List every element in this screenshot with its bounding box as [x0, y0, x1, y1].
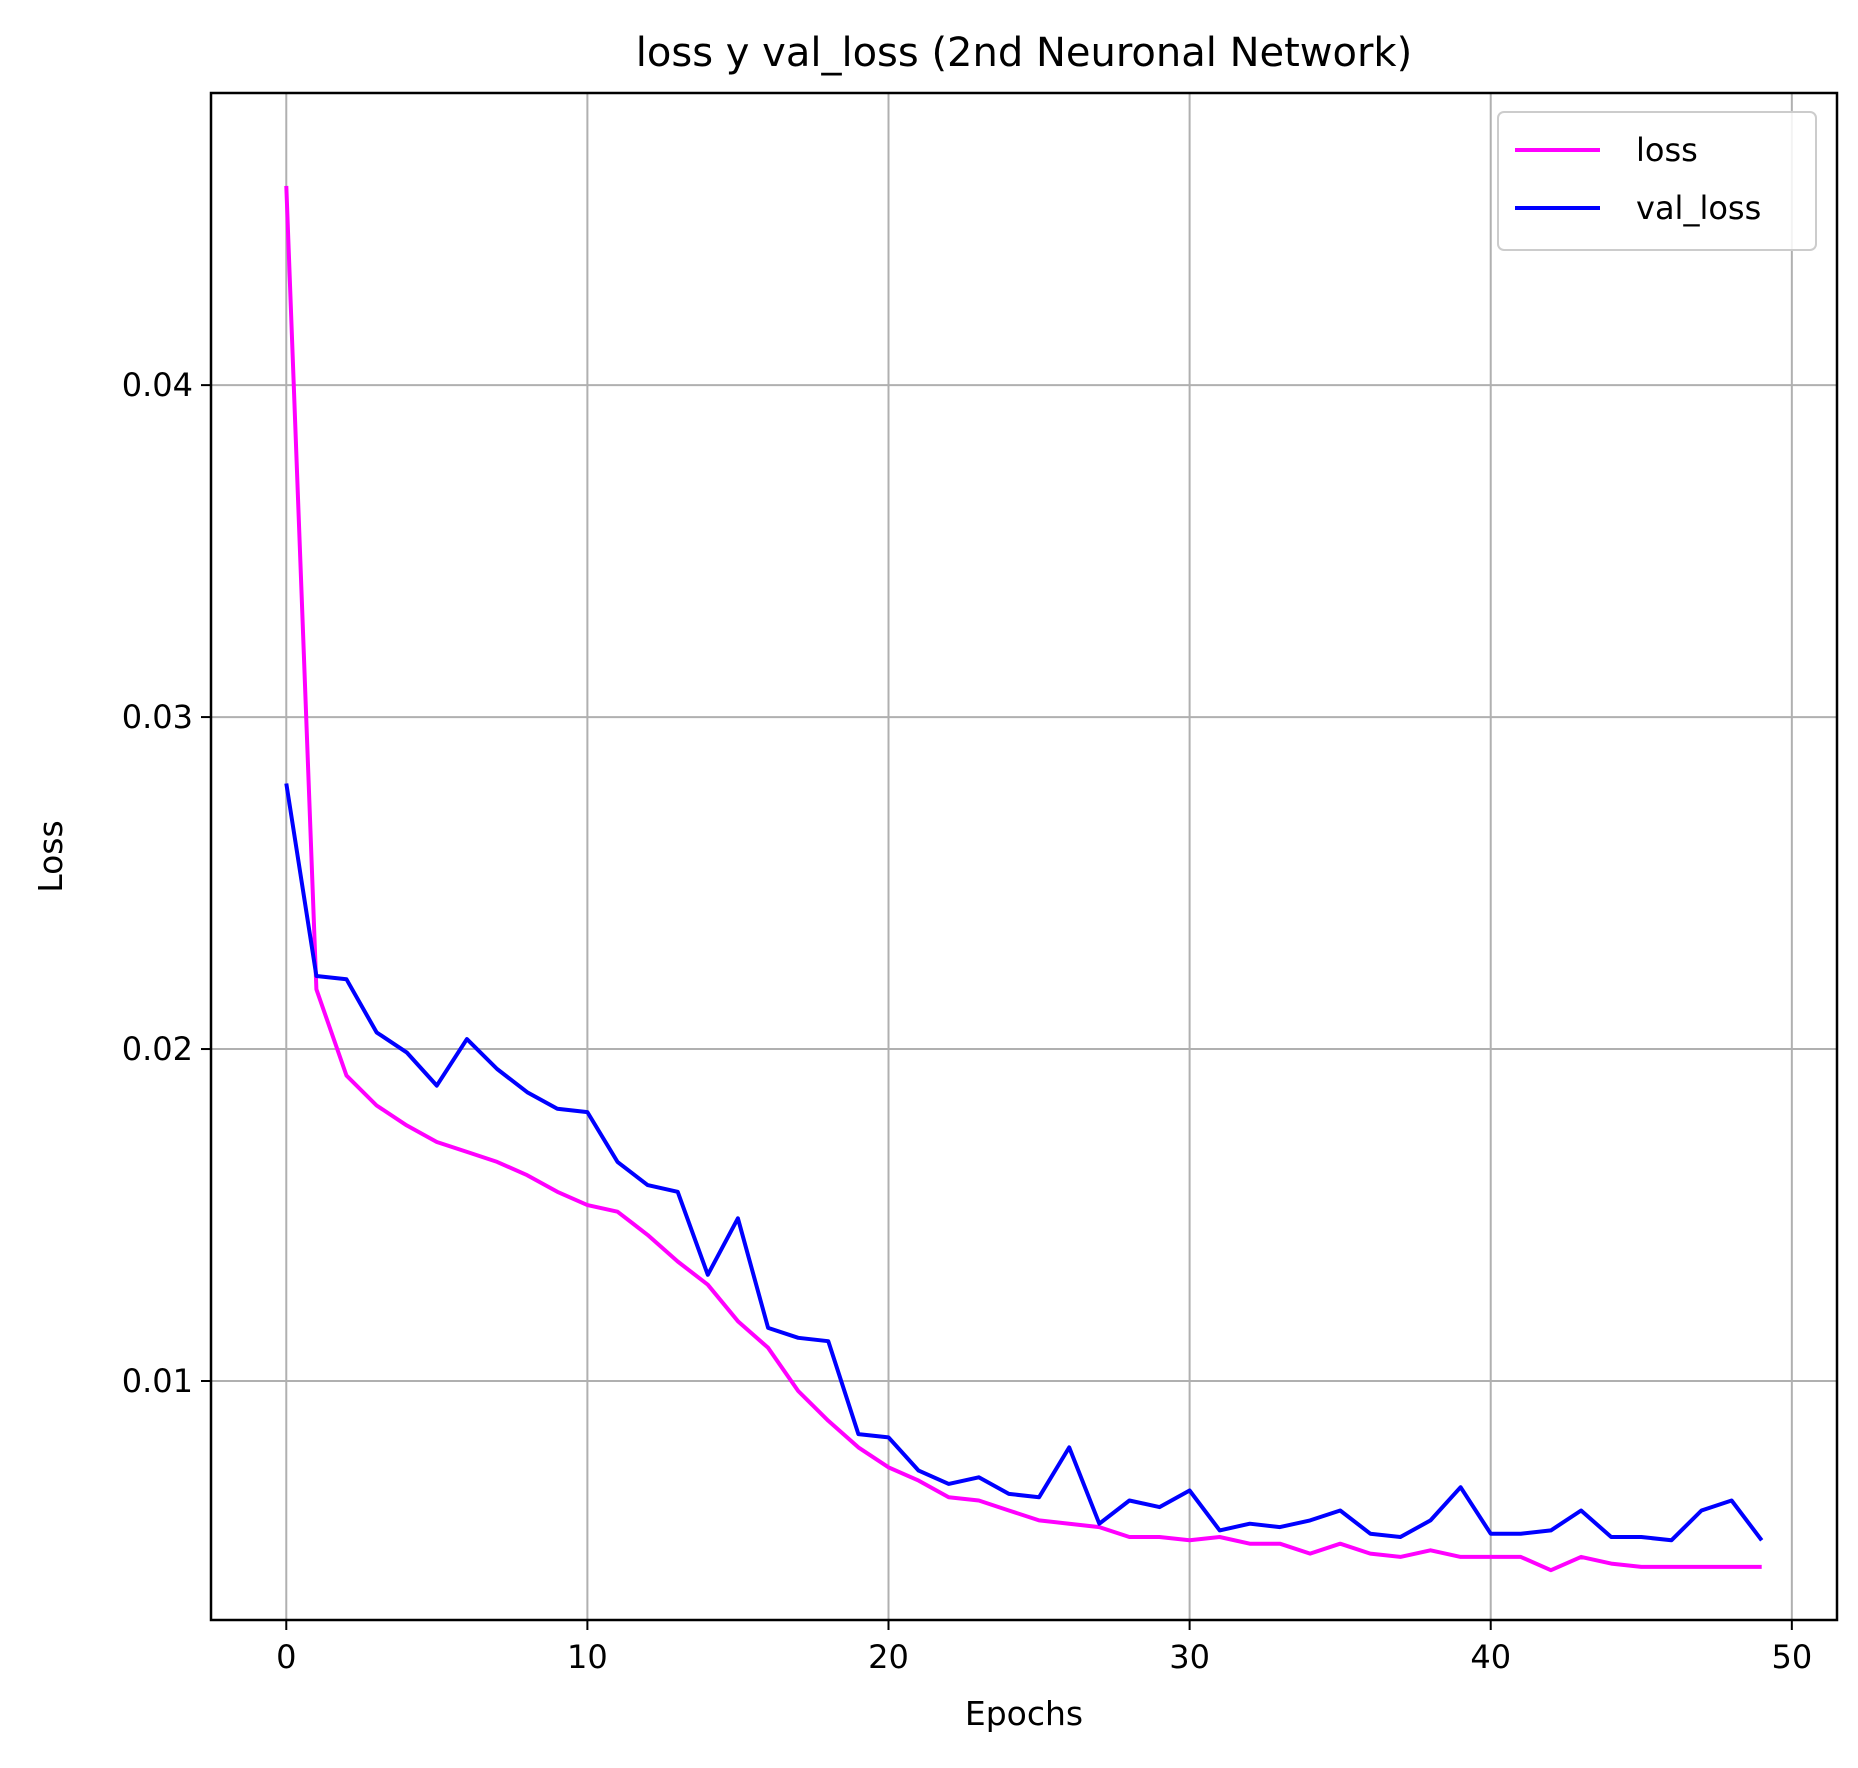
x-tick-label: 50	[1771, 1638, 1812, 1676]
x-tick-label: 40	[1470, 1638, 1511, 1676]
x-tick-label: 0	[276, 1638, 296, 1676]
chart-title: loss y val_loss (2nd Neuronal Network)	[636, 30, 1412, 76]
y-tick-label: 0.02	[122, 1030, 193, 1068]
legend: loss val_loss	[1497, 111, 1817, 251]
y-tick-label: 0.01	[122, 1362, 193, 1400]
y-tick-label: 0.04	[122, 366, 193, 404]
grid-lines	[211, 93, 1837, 1620]
legend-box	[1497, 111, 1817, 251]
x-axis-label: Epochs	[965, 1694, 1083, 1733]
x-axis-ticks: 0 10 20 30 40 50	[276, 1620, 1812, 1676]
series-line-val-loss	[284, 783, 1764, 1543]
series-line-loss	[284, 185, 1762, 1573]
legend-label-loss: loss	[1636, 131, 1698, 169]
y-tick-label: 0.03	[122, 698, 193, 736]
legend-label-val-loss: val_loss	[1636, 189, 1761, 227]
x-tick-label: 30	[1169, 1638, 1210, 1676]
y-axis-ticks: 0.01 0.02 0.03 0.04	[122, 366, 211, 1400]
series-layer	[284, 185, 1764, 1573]
x-tick-label: 10	[567, 1638, 608, 1676]
plot-frame	[209, 91, 1839, 1622]
x-tick-label: 20	[868, 1638, 909, 1676]
y-axis-label: Loss	[31, 820, 70, 892]
